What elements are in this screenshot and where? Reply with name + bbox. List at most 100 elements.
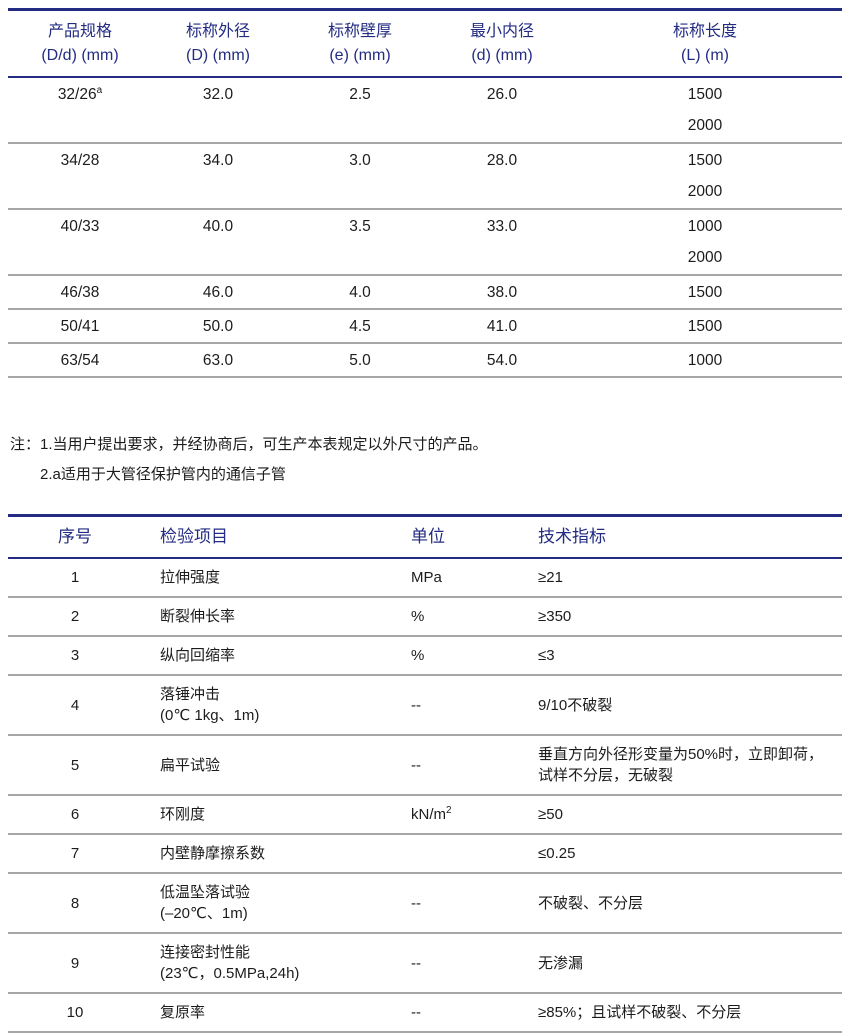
table-row: 2 断裂伸长率 % ≥350: [8, 597, 842, 637]
cell-id: 38.0: [436, 275, 568, 310]
table-row: 4 落锤冲击 (0℃ 1kg、1m) -- 9/10不破裂: [8, 675, 842, 736]
cell-od: 34.0: [152, 143, 284, 210]
cell-spec: 9/10不破裂: [538, 675, 842, 736]
cell-item: 内壁静摩擦系数: [142, 834, 411, 874]
cell-unit: --: [411, 675, 538, 736]
cell-id: 28.0: [436, 143, 568, 210]
cell-lengths: 1000: [568, 343, 842, 378]
table-row: 63/54 63.0 5.0 54.0 1000: [8, 343, 842, 378]
col-header-title: 最小内径: [469, 23, 534, 40]
cell-item: 低温坠落试验 (–20℃、1m): [142, 873, 411, 934]
note-line-1: 注：1.当用户提出要求，并经协商后，可生产本表规定以外尺寸的产品。: [10, 430, 842, 460]
col-header-min-inner-diameter: 最小内径 (d) (mm): [436, 8, 568, 78]
col-header-title: 产品规格: [47, 23, 112, 40]
col-header-outer-diameter: 标称外径 (D) (mm): [152, 8, 284, 78]
col-header-title: 标称外径: [185, 23, 250, 40]
cell-no: 10: [8, 993, 142, 1033]
cell-wall: 3.0: [284, 143, 436, 210]
length-value: 1500: [687, 152, 723, 169]
cell-no: 8: [8, 873, 142, 934]
col-header-sub: (L) (m): [681, 47, 729, 64]
cell-spec: 46/38: [8, 275, 152, 310]
table-row: 3 纵向回缩率 % ≤3: [8, 636, 842, 676]
col-header-sub: (d) (mm): [471, 47, 533, 64]
length-value: 1000: [687, 352, 723, 369]
cell-unit: [411, 834, 538, 874]
cell-od: 63.0: [152, 343, 284, 378]
cell-spec: ≤0.25: [538, 834, 842, 874]
header-row: 序号 检验项目 单位 技术指标: [8, 514, 842, 559]
cell-no: 1: [8, 558, 142, 598]
col-header-title: 标称壁厚: [327, 23, 392, 40]
col-header-seq-no: 序号: [8, 514, 142, 559]
cell-unit: MPa: [411, 558, 538, 598]
cell-no: 4: [8, 675, 142, 736]
cell-spec: 不破裂、不分层: [538, 873, 842, 934]
cell-od: 40.0: [152, 209, 284, 276]
table-row: 8 低温坠落试验 (–20℃、1m) -- 不破裂、不分层: [8, 873, 842, 934]
cell-id: 33.0: [436, 209, 568, 276]
table-row: 34/28 34.0 3.0 28.0 1500 2000: [8, 143, 842, 210]
cell-unit: --: [411, 993, 538, 1033]
cell-spec: 50/41: [8, 309, 152, 344]
inspection-table: 序号 检验项目 单位 技术指标 1 拉伸强度 MPa ≥21 2 断裂伸长率 %…: [8, 514, 842, 1033]
length-value: 1000: [687, 218, 723, 235]
cell-wall: 4.0: [284, 275, 436, 310]
table-notes: 注：1.当用户提出要求，并经协商后，可生产本表规定以外尺寸的产品。 2.a适用于…: [10, 430, 842, 490]
cell-spec: 63/54: [8, 343, 152, 378]
cell-spec: ≤3: [538, 636, 842, 676]
col-header-sub: (D) (mm): [186, 47, 250, 64]
cell-unit: %: [411, 597, 538, 637]
pipe-spec-table-header: 产品规格 (D/d) (mm) 标称外径 (D) (mm) 标称壁厚 (e) (…: [8, 8, 842, 78]
cell-wall: 5.0: [284, 343, 436, 378]
cell-item: 纵向回缩率: [142, 636, 411, 676]
cell-unit: --: [411, 873, 538, 934]
cell-spec: ≥50: [538, 795, 842, 835]
cell-id: 26.0: [436, 77, 568, 144]
length-value: 1500: [687, 318, 723, 335]
table-row: 10 复原率 -- ≥85%；且试样不破裂、不分层: [8, 993, 842, 1033]
length-value: 1500: [687, 284, 723, 301]
cell-wall: 2.5: [284, 77, 436, 144]
cell-od: 50.0: [152, 309, 284, 344]
length-value: 2000: [687, 249, 723, 266]
length-value: 2000: [687, 183, 723, 200]
cell-spec: ≥21: [538, 558, 842, 598]
col-header-unit: 单位: [411, 514, 538, 559]
cell-unit: kN/m2: [411, 795, 538, 835]
col-header-sub: (e) (mm): [329, 47, 391, 64]
col-header-sub: (D/d) (mm): [41, 47, 119, 64]
cell-spec: 32/26a: [8, 77, 152, 144]
table-row: 40/33 40.0 3.5 33.0 1000 2000: [8, 209, 842, 276]
cell-no: 5: [8, 735, 142, 796]
inspection-table-header: 序号 检验项目 单位 技术指标: [8, 514, 842, 559]
cell-lengths: 1500: [568, 275, 842, 310]
table-row: 46/38 46.0 4.0 38.0 1500: [8, 275, 842, 310]
length-value: 1500: [687, 86, 723, 103]
cell-no: 7: [8, 834, 142, 874]
cell-item: 连接密封性能 (23℃，0.5MPa,24h): [142, 933, 411, 994]
col-header-title: 标称长度: [672, 23, 737, 40]
superscript-a: a: [96, 84, 103, 96]
cell-spec: ≥85%；且试样不破裂、不分层: [538, 993, 842, 1033]
cell-id: 54.0: [436, 343, 568, 378]
cell-item: 落锤冲击 (0℃ 1kg、1m): [142, 675, 411, 736]
item-condition: (–20℃、1m): [160, 905, 248, 922]
cell-no: 3: [8, 636, 142, 676]
cell-spec: 垂直方向外径形变量为50%时，立即卸荷，试样不分层，无破裂: [538, 735, 842, 796]
cell-lengths: 1500 2000: [568, 143, 842, 210]
pipe-spec-table: 产品规格 (D/d) (mm) 标称外径 (D) (mm) 标称壁厚 (e) (…: [8, 8, 842, 378]
cell-lengths: 1000 2000: [568, 209, 842, 276]
cell-wall: 3.5: [284, 209, 436, 276]
cell-no: 2: [8, 597, 142, 637]
col-header-tech-spec: 技术指标: [538, 514, 842, 559]
cell-item: 扁平试验: [142, 735, 411, 796]
item-condition: (0℃ 1kg、1m): [160, 707, 260, 724]
cell-lengths: 1500: [568, 309, 842, 344]
col-header-test-item: 检验项目: [142, 514, 411, 559]
cell-item: 环刚度: [142, 795, 411, 835]
cell-no: 6: [8, 795, 142, 835]
cell-unit: --: [411, 933, 538, 994]
cell-unit: --: [411, 735, 538, 796]
